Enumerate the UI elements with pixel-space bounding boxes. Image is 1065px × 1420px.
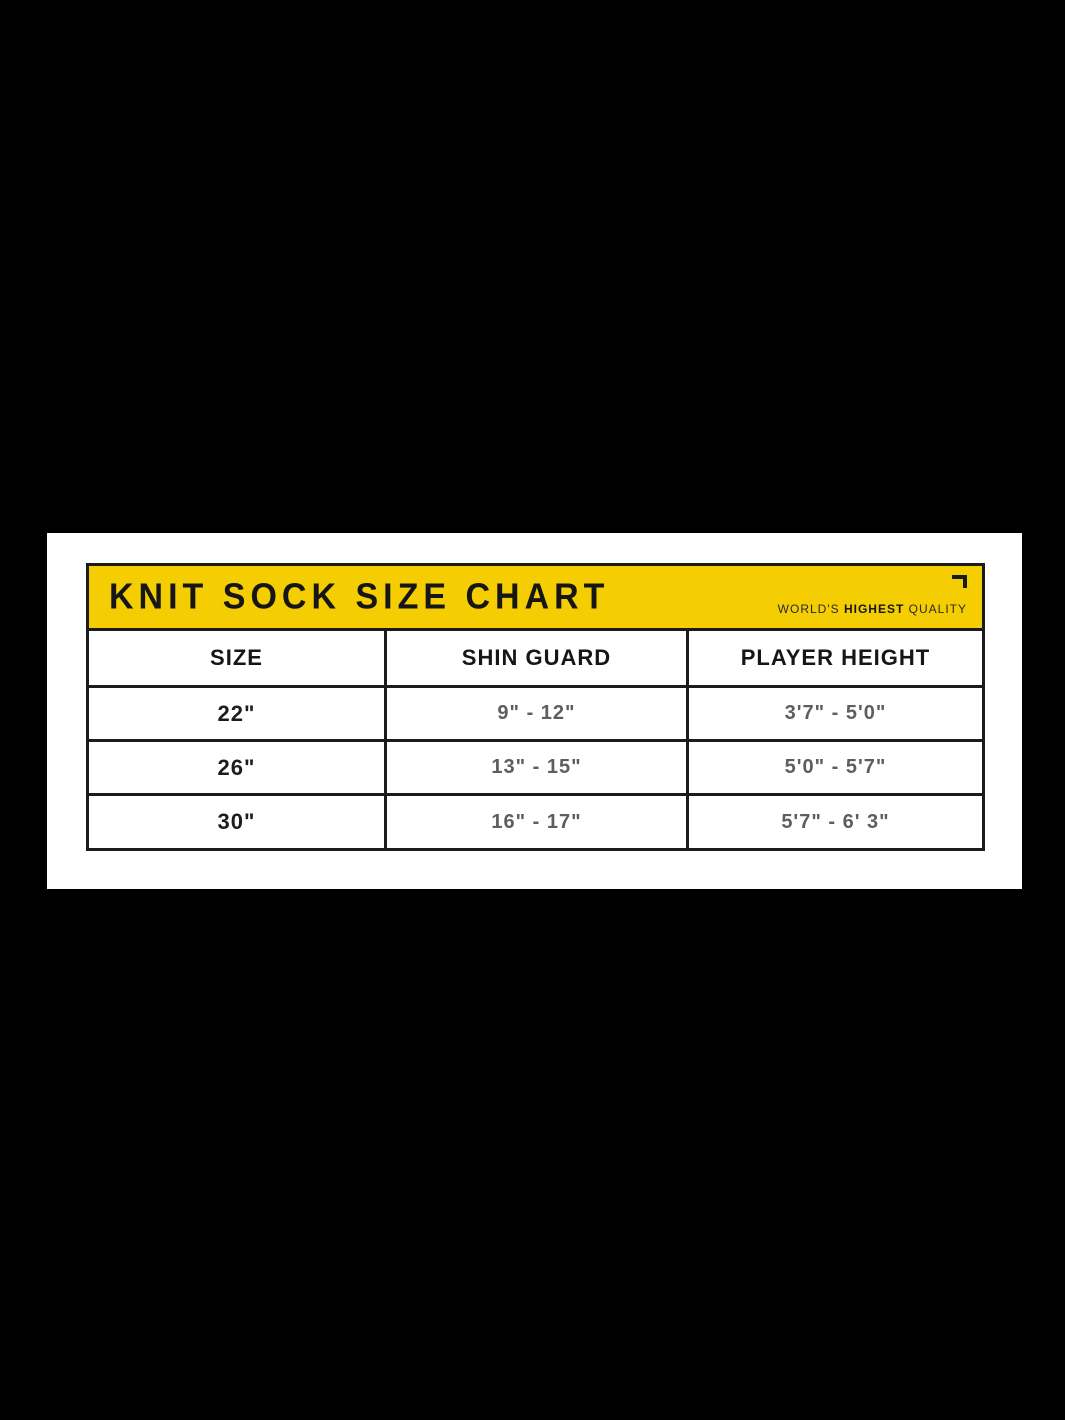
row3-shin-guard-cell: 16" - 17" <box>387 796 686 848</box>
tagline-suffix: QUALITY <box>904 602 967 616</box>
corner-bracket-icon <box>952 575 967 588</box>
header-cell-shin-guard: SHIN GUARD <box>387 631 686 685</box>
header-cell-size: SIZE <box>89 631 384 685</box>
chart-title: KNIT SOCK SIZE CHART <box>109 576 610 617</box>
header-cell-player-height: PLAYER HEIGHT <box>688 631 982 685</box>
row2-player-height-cell: 5'0" - 5'7" <box>688 742 982 793</box>
row3-size-cell: 30" <box>89 796 384 848</box>
brand-tagline: WORLD'S HIGHEST QUALITY <box>778 602 967 616</box>
chart-banner: KNIT SOCK SIZE CHART WORLD'S HIGHEST QUA… <box>89 566 982 628</box>
size-table-grid: SIZE SHIN GUARD PLAYER HEIGHT 22" 9" - 1… <box>89 631 982 848</box>
row1-size-cell: 22" <box>89 688 384 739</box>
row1-player-height-cell: 3'7" - 5'0" <box>688 688 982 739</box>
row1-shin-guard-cell: 9" - 12" <box>387 688 686 739</box>
tagline-prefix: WORLD'S <box>777 602 844 616</box>
row2-size-cell: 26" <box>89 742 384 793</box>
row2-shin-guard-cell: 13" - 15" <box>387 742 686 793</box>
knit-sock-size-chart: KNIT SOCK SIZE CHART WORLD'S HIGHEST QUA… <box>86 563 985 851</box>
tagline-highlight: HIGHEST <box>843 602 905 616</box>
size-chart-panel: KNIT SOCK SIZE CHART WORLD'S HIGHEST QUA… <box>47 533 1022 889</box>
row3-player-height-cell: 5'7" - 6' 3" <box>688 796 982 848</box>
